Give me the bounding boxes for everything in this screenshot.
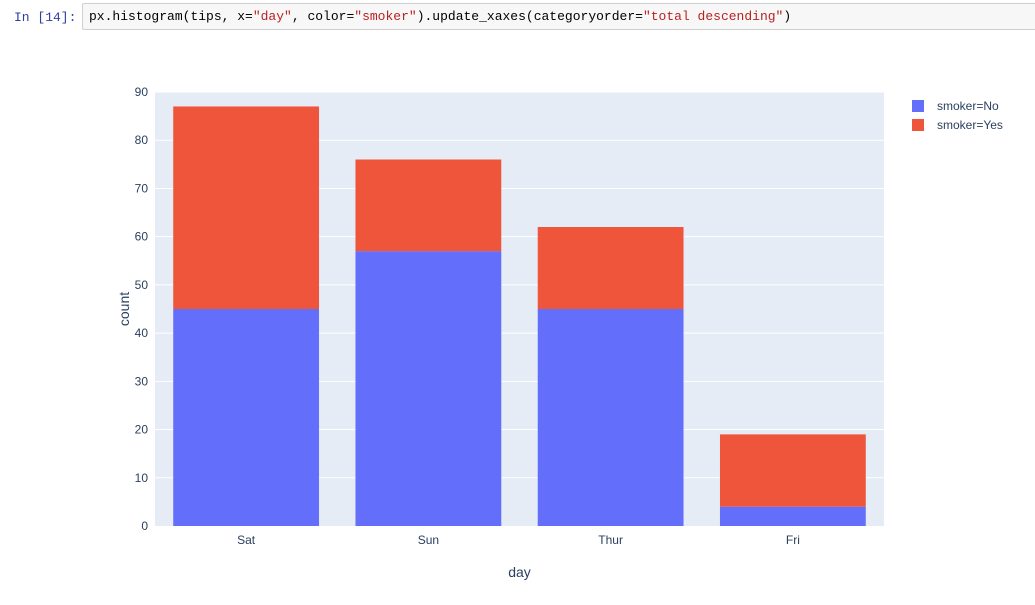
y-tick-label: 80 [135, 133, 149, 147]
y-tick-label: 20 [135, 423, 149, 437]
y-tick-label: 10 [135, 471, 149, 485]
cell-prompt: In [14]: [14, 10, 77, 25]
y-tick-label: 40 [135, 326, 149, 340]
legend-item-no[interactable]: smoker=No [912, 99, 999, 113]
bar-fri-yes [719, 434, 866, 507]
legend-label: smoker=No [937, 99, 999, 113]
y-tick-label: 50 [135, 278, 149, 292]
x-axis-title: day [508, 564, 531, 580]
x-tick-label: Thur [598, 533, 623, 547]
bar-sun-no [355, 251, 502, 526]
histogram-chart: 0 10 20 30 40 50 60 70 80 90 Sat Sun Thur Fri day co… [0, 40, 1035, 600]
y-tick-label: 60 [135, 230, 149, 244]
y-tick-label: 30 [135, 374, 149, 388]
bar-fri-no [719, 506, 866, 526]
bar-thur-no [537, 309, 684, 526]
code-text: ) [783, 9, 792, 24]
bar-sat-yes [173, 106, 320, 309]
bars [173, 106, 866, 526]
code-string: "day" [252, 9, 292, 24]
x-tick-labels: Sat Sun Thur Fri [237, 533, 800, 547]
x-tick-label: Sun [418, 533, 439, 547]
legend[interactable]: smoker=No smoker=Yes [912, 99, 1003, 132]
y-axis-title: count [116, 292, 132, 326]
code-string: "smoker" [354, 9, 417, 24]
y-tick-label: 0 [141, 519, 148, 533]
chart-svg: 0 10 20 30 40 50 60 70 80 90 Sat Sun Thur Fri day co… [116, 85, 1003, 580]
code-string: "total descending" [642, 9, 784, 24]
y-tick-label: 70 [135, 181, 149, 195]
x-tick-label: Sat [237, 533, 256, 547]
legend-item-yes[interactable]: smoker=Yes [912, 118, 1003, 132]
x-tick-label: Fri [786, 533, 800, 547]
code-text: ).update_xaxes(categoryorder= [416, 9, 643, 24]
bar-thur-yes [537, 227, 684, 309]
y-tick-labels: 0 10 20 30 40 50 60 70 80 90 [135, 85, 149, 533]
bar-sun-yes [355, 159, 502, 252]
code-text: , color= [291, 9, 355, 24]
legend-swatch [912, 100, 924, 112]
code-input[interactable]: px.histogram(tips, x="day", color="smoke… [82, 3, 1035, 30]
bar-sat-no [173, 309, 320, 526]
notebook-cell: In [14]: px.histogram(tips, x="day", col… [0, 0, 1035, 40]
legend-swatch [912, 119, 924, 131]
code-text: px.histogram(tips, x= [89, 9, 253, 24]
y-tick-label: 90 [135, 85, 149, 99]
legend-label: smoker=Yes [937, 118, 1003, 132]
